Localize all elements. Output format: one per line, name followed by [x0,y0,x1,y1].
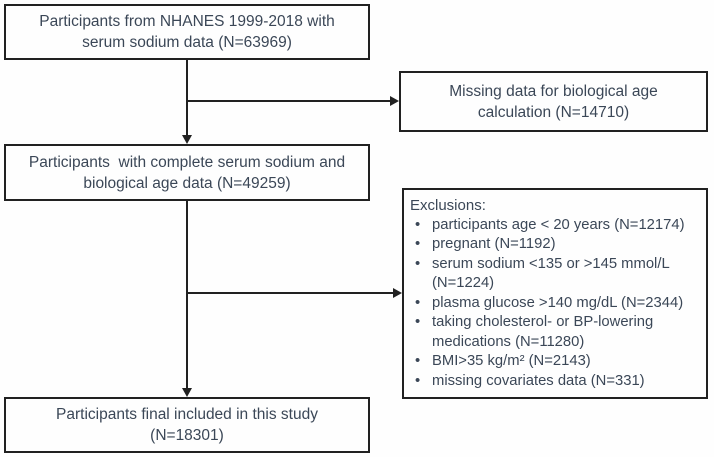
arrowhead-complete-to-final [182,388,192,397]
box-initial-line-1: Participants from NHANES 1999-2018 with [39,13,335,30]
exclusion-item: • taking cholesterol- or BP-lowering med… [410,313,704,352]
bullet-icon: • [415,216,421,233]
exclusion-item: • plasma glucose >140 mg/dL (N=2344) [410,294,704,314]
exclusion-item: • missing covariates data (N=331) [410,372,704,392]
exclusion-item: • pregnant (N=1192) [410,235,704,255]
exclusion-item-text: serum sodium <135 or >145 mmol/L (N=1224… [432,255,670,292]
exclusion-item-text: participants age < 20 years (N=12174) [432,216,685,233]
exclusions-list: • participants age < 20 years (N=12174) … [410,216,704,392]
exclusion-item-text: missing covariates data (N=331) [432,372,645,389]
box-complete-line-2: biological age data (N=49259) [83,174,291,192]
box-complete-data-participants: Participants with complete serum sodium … [4,144,370,201]
bullet-icon: • [415,294,421,311]
exclusion-item: • serum sodium <135 or >145 mmol/L (N=12… [410,255,704,294]
arrowhead-branch-to-missing [390,96,399,106]
exclusion-item-text: BMI>35 kg/m² (N=2143) [432,353,591,369]
box-exclusions: Exclusions: • participants age < 20 year… [402,188,708,399]
box-initial-participants: Participants from NHANES 1999-2018 with … [4,4,370,60]
box-final-line-1: Participants final included in this stud… [56,406,318,423]
box-complete-line-1: Participants with complete serum sodium … [28,153,346,171]
box-final-line-2: (N=18301) [150,427,224,444]
arrowhead-initial-to-complete [182,135,192,144]
box-initial-line-2: serum sodium data (N=63969) [82,34,292,51]
exclusion-item-text: plasma glucose >140 mg/dL (N=2344) [432,294,684,311]
bullet-icon: • [415,372,421,389]
arrowhead-branch-to-exclusions [393,288,402,298]
exclusion-item: • BMI>35 kg/m² (N=2143) [410,352,704,372]
exclusions-title: Exclusions: [410,197,486,214]
box-missing-line-2: calculation (N=14710) [477,103,630,121]
bullet-icon: • [415,353,421,369]
exclusion-item-text: taking cholesterol- or BP-lowering medic… [432,314,654,350]
bullet-icon: • [415,314,421,330]
exclusion-item: • participants age < 20 years (N=12174) [410,216,704,236]
box-missing-data: Missing data for biological age calculat… [399,71,708,132]
exclusion-item-text: pregnant (N=1192) [432,236,556,252]
bullet-icon: • [415,255,421,272]
box-final-included: Participants final included in this stud… [4,397,370,453]
bullet-icon: • [415,236,421,252]
box-missing-line-1: Missing data for biological age [449,82,658,100]
